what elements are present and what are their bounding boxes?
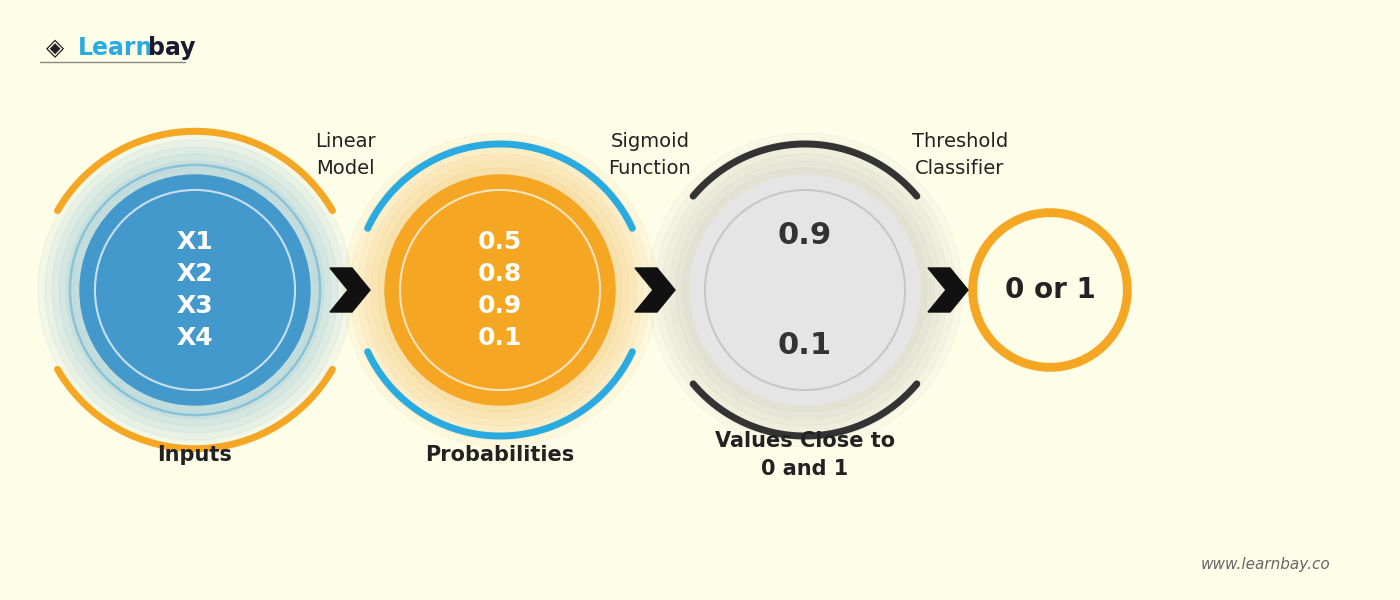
- Circle shape: [80, 175, 309, 405]
- Circle shape: [648, 133, 962, 447]
- Circle shape: [974, 215, 1126, 365]
- Text: bay: bay: [148, 36, 196, 60]
- Text: 0.9: 0.9: [477, 294, 522, 318]
- Circle shape: [52, 147, 337, 433]
- Text: Probabilities: Probabilities: [426, 445, 574, 465]
- Text: 0.1: 0.1: [778, 331, 832, 359]
- Circle shape: [662, 147, 948, 433]
- Circle shape: [350, 140, 650, 440]
- Circle shape: [66, 161, 323, 419]
- Text: 0 or 1: 0 or 1: [1005, 276, 1095, 304]
- Text: 0.8: 0.8: [477, 262, 522, 286]
- Circle shape: [364, 154, 636, 426]
- Polygon shape: [636, 268, 675, 312]
- Circle shape: [655, 140, 955, 440]
- Polygon shape: [330, 268, 370, 312]
- Text: Sigmoid
Function: Sigmoid Function: [609, 132, 692, 178]
- Text: 0.5: 0.5: [477, 230, 522, 254]
- Text: www.learnbay.co: www.learnbay.co: [1200, 557, 1330, 572]
- Text: Values Close to
0 and 1: Values Close to 0 and 1: [715, 431, 895, 479]
- Text: X4: X4: [176, 326, 213, 350]
- Text: Linear
Model: Linear Model: [315, 132, 375, 178]
- Circle shape: [343, 133, 657, 447]
- Circle shape: [371, 161, 629, 419]
- Circle shape: [73, 168, 316, 412]
- Polygon shape: [928, 268, 967, 312]
- Circle shape: [683, 168, 927, 412]
- Circle shape: [45, 140, 344, 440]
- Text: Threshold
Classifier: Threshold Classifier: [911, 132, 1008, 178]
- Text: Inputs: Inputs: [158, 445, 232, 465]
- Circle shape: [357, 147, 643, 433]
- Circle shape: [385, 175, 615, 405]
- Circle shape: [669, 154, 941, 426]
- Text: 0.9: 0.9: [778, 220, 832, 250]
- Text: X3: X3: [176, 294, 213, 318]
- Text: 0.1: 0.1: [477, 326, 522, 350]
- Circle shape: [690, 175, 920, 405]
- Circle shape: [378, 168, 622, 412]
- Text: X2: X2: [176, 262, 213, 286]
- Circle shape: [59, 154, 330, 426]
- Circle shape: [676, 161, 934, 419]
- Circle shape: [38, 133, 351, 447]
- Text: ◈: ◈: [46, 36, 64, 60]
- Text: Learn: Learn: [78, 36, 154, 60]
- Text: X1: X1: [176, 230, 213, 254]
